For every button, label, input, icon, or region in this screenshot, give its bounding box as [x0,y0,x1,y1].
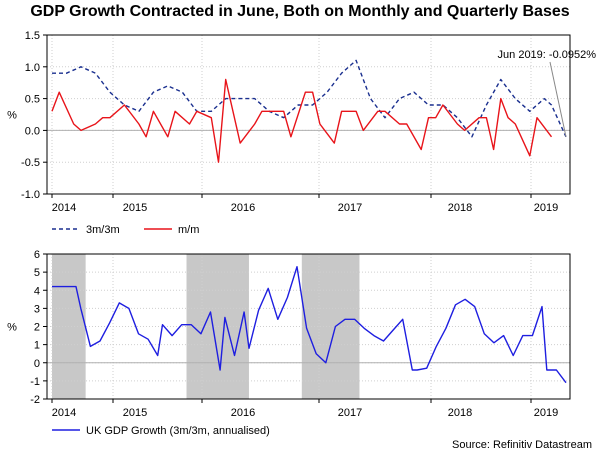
y-tick-label: -2 [30,394,40,406]
x-tick-label: 2019 [534,202,558,214]
y-tick-label: 2 [34,322,40,334]
series-line-1 [52,59,567,138]
annotation-label: Jun 2019: -0.0952% [498,49,597,61]
x-tick-label: 2016 [231,202,255,214]
x-tick-label: 2015 [123,202,147,214]
monthly-quarterly-chart: 1.5 1.0 0.5 0.0 -0.5 -1.0 2014 2015 2016 2017 2018… [7,30,596,236]
x-tick-label: 2014 [52,202,76,214]
y-tick-label: 1.5 [25,30,40,42]
annualised-growth-chart: 6 5 4 3 2 1 0 -1 -2 2014 2015 2016 2017 2018 2019% UK G… [7,249,571,437]
annotation-leader [549,61,567,137]
plot-border [46,34,571,195]
plot-area [47,35,570,194]
shaded-period-2 [186,254,249,399]
y-tick-label: 0.0 [25,125,40,137]
y-tick-label: 5 [34,267,40,279]
chart-title: GDP Growth Contracted in June, Both on M… [30,3,570,20]
y-tick-label: 4 [34,285,40,297]
x-tick-label: 2016 [231,407,255,419]
x-tick-label: 2014 [52,407,76,419]
y-axis-label: % [7,110,17,122]
series-line-1 [52,266,567,384]
legend-label-1: 3m/3m [86,224,120,236]
y-tick-label: 3 [34,303,40,315]
x-tick-label: 2019 [534,407,558,419]
y-tick-label: 1.0 [25,62,40,74]
y-tick-label: -1 [30,376,40,388]
y-axis-label: % [7,322,17,334]
legend-label-1: UK GDP Growth (3m/3m, annualised) [86,425,270,437]
series-line-2 [51,78,553,163]
y-tick-label: -1.0 [21,189,40,201]
x-tick-label: 2018 [448,202,472,214]
plot-border [46,253,571,400]
y-tick-label: 0.5 [25,94,40,106]
x-tick-label: 2018 [448,407,472,419]
y-tick-label: -0.5 [21,157,40,169]
source-note: Source: Refinitiv Datastream [452,439,592,451]
x-tick-label: 2017 [338,202,362,214]
x-tick-label: 2015 [123,407,147,419]
y-tick-label: 0 [34,358,40,370]
y-tick-label: 6 [34,249,40,261]
y-tick-label: 1 [34,340,40,352]
legend-label-2: m/m [178,224,199,236]
x-tick-label: 2017 [338,407,362,419]
